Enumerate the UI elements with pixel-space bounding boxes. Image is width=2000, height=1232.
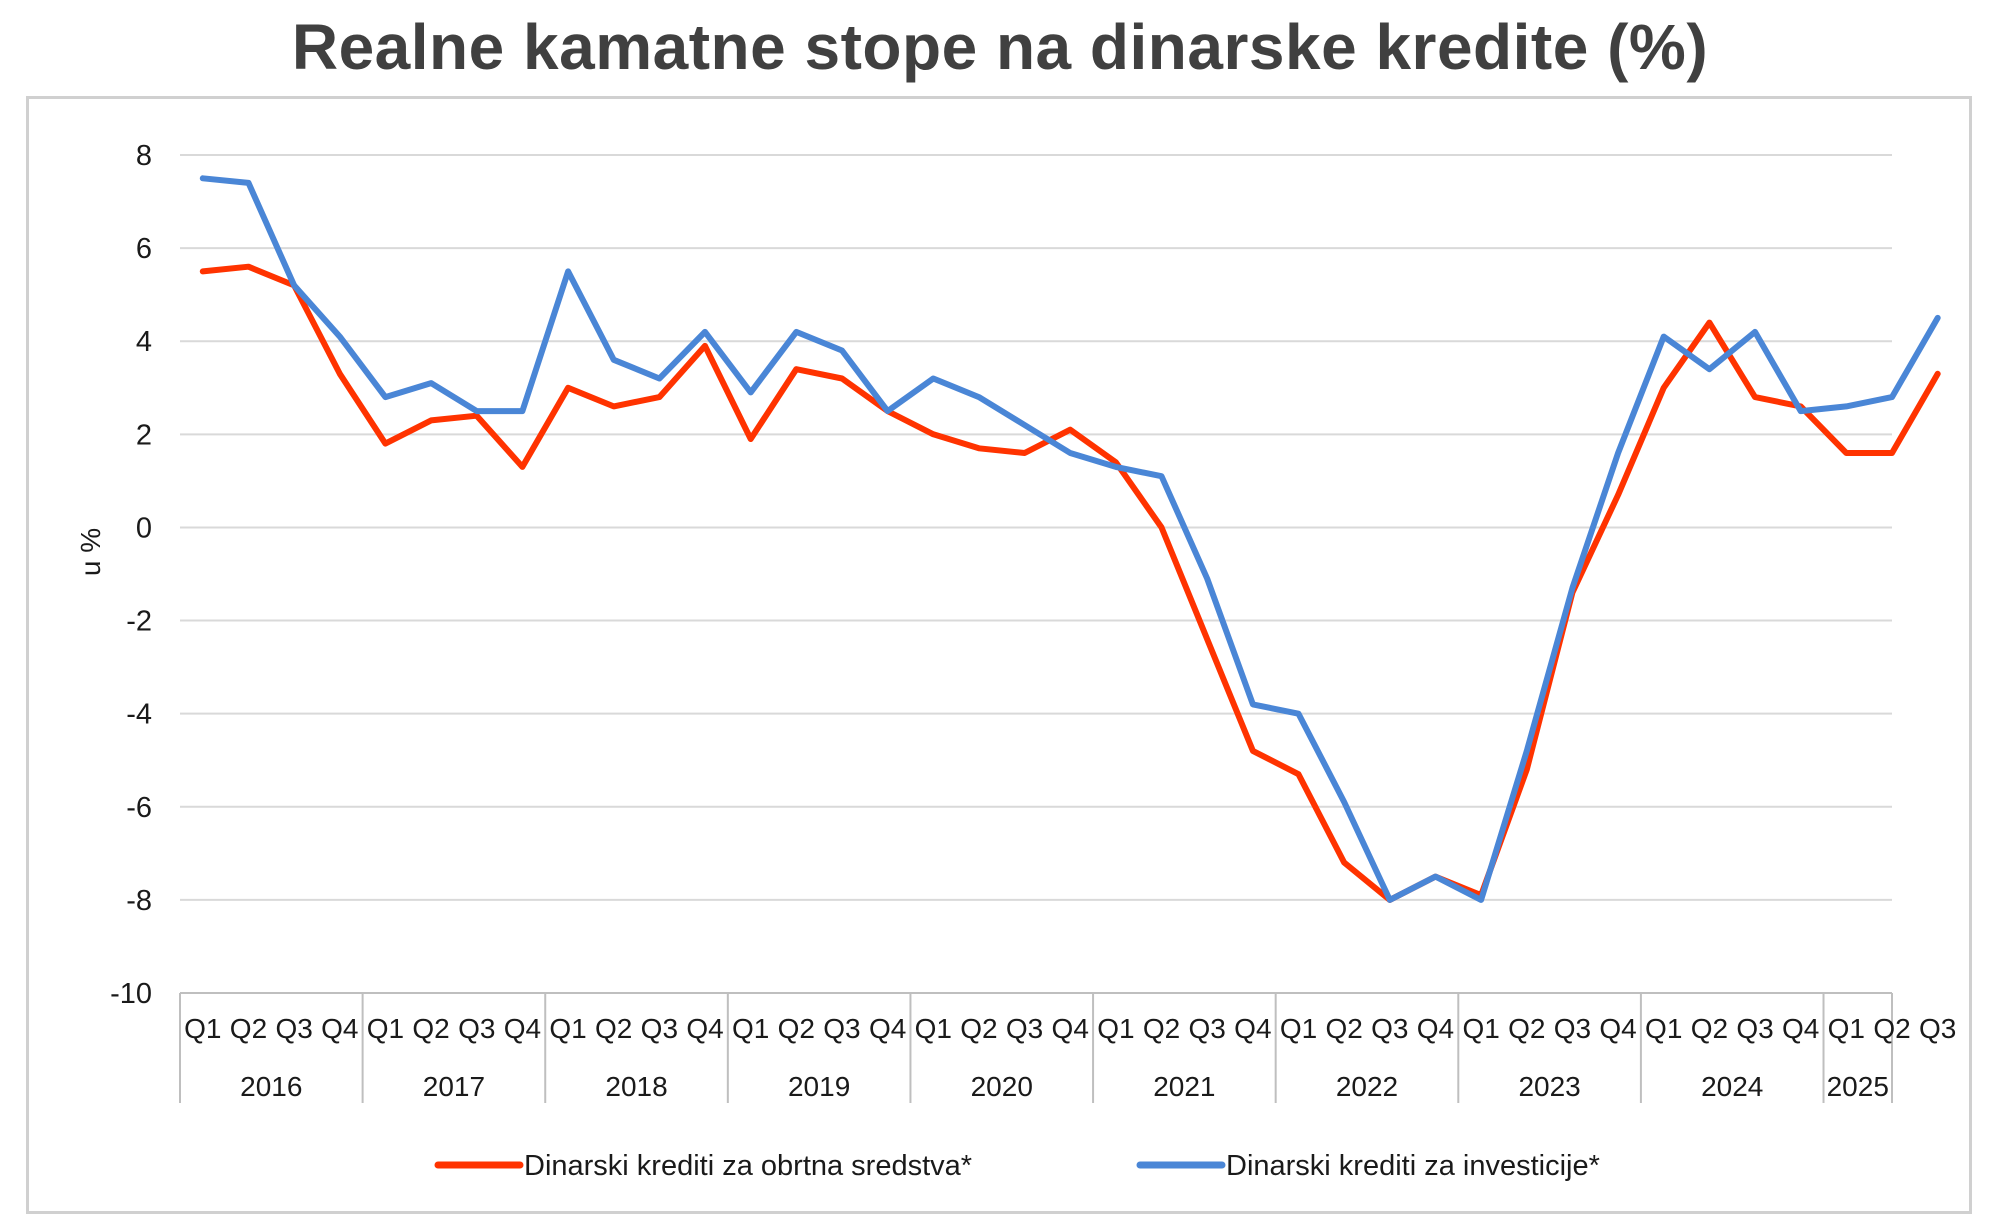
chart-title: Realne kamatne stope na dinarske kredite… [291, 11, 1709, 83]
quarter-label: Q4 [321, 1013, 358, 1044]
quarter-label: Q2 [1143, 1013, 1180, 1044]
y-axis-title: u % [75, 528, 106, 576]
year-label: 2020 [971, 1071, 1033, 1102]
gridlines [180, 154, 1892, 901]
quarter-label: Q2 [960, 1013, 997, 1044]
quarter-label: Q3 [275, 1013, 312, 1044]
series-lines [199, 175, 1941, 903]
quarter-label: Q3 [1554, 1013, 1591, 1044]
axes: 8 6 4 2 0 -2 -4 -6 -8 -10 2016 2017 2018 2019 2020 2021… [75, 140, 1956, 1103]
y-tick-label: 2 [136, 419, 152, 451]
quarter-label: Q1 [732, 1013, 769, 1044]
quarter-label: Q3 [1371, 1013, 1408, 1044]
year-label: 2023 [1518, 1071, 1580, 1102]
quarter-label: Q4 [1052, 1013, 1089, 1044]
y-tick-label: 6 [136, 233, 152, 265]
y-tick-label: -6 [126, 792, 152, 824]
quarter-label: Q2 [1508, 1013, 1545, 1044]
quarter-label: Q1 [549, 1013, 586, 1044]
quarter-label: Q1 [1828, 1013, 1865, 1044]
year-label: 2019 [788, 1071, 850, 1102]
quarter-label: Q2 [595, 1013, 632, 1044]
quarter-label: Q1 [1097, 1013, 1134, 1044]
quarter-label: Q1 [367, 1013, 404, 1044]
quarter-label: Q3 [823, 1013, 860, 1044]
quarter-label: Q1 [915, 1013, 952, 1044]
quarter-label: Q2 [1325, 1013, 1362, 1044]
quarter-label: Q1 [1462, 1013, 1499, 1044]
legend-label: Dinarski krediti za investicije* [1226, 1150, 1600, 1182]
quarter-label: Q3 [458, 1013, 495, 1044]
y-tick-label: -10 [110, 978, 152, 1010]
year-label: 2025 [1827, 1071, 1889, 1102]
y-tick-label: -4 [126, 699, 152, 731]
quarter-label: Q4 [1599, 1013, 1636, 1044]
quarter-label: Q2 [230, 1013, 267, 1044]
y-tick-label: 8 [136, 140, 152, 172]
quarter-label: Q2 [1691, 1013, 1728, 1044]
quarter-label: Q2 [1873, 1013, 1910, 1044]
quarter-label: Q3 [1189, 1013, 1226, 1044]
quarter-label: Q4 [1417, 1013, 1454, 1044]
quarter-label: Q2 [778, 1013, 815, 1044]
quarter-label: Q3 [1919, 1013, 1956, 1044]
quarter-label: Q4 [686, 1013, 723, 1044]
quarter-label: Q3 [641, 1013, 678, 1044]
quarter-label: Q2 [412, 1013, 449, 1044]
series-line-obrtna-sredstva [199, 263, 1941, 903]
quarter-label: Q4 [869, 1013, 906, 1044]
year-label: 2016 [240, 1071, 302, 1102]
year-label: 2024 [1701, 1071, 1763, 1102]
y-tick-label: -2 [126, 606, 152, 638]
quarter-label: Q4 [504, 1013, 541, 1044]
year-label: 2018 [605, 1071, 667, 1102]
year-label: 2021 [1153, 1071, 1215, 1102]
legend-label: Dinarski krediti za obrtna sredstva* [524, 1150, 972, 1182]
quarter-label: Q1 [184, 1013, 221, 1044]
quarter-label: Q4 [1782, 1013, 1819, 1044]
y-tick-label: 4 [136, 326, 152, 358]
series-line-investicije [199, 175, 1941, 903]
year-label: 2017 [423, 1071, 485, 1102]
chart-frame [26, 96, 1972, 1214]
quarter-label: Q3 [1006, 1013, 1043, 1044]
quarter-label: Q1 [1645, 1013, 1682, 1044]
quarter-label: Q4 [1234, 1013, 1271, 1044]
legend: Dinarski krediti za obrtna sredstva* Dina… [434, 1150, 1600, 1182]
year-label: 2022 [1336, 1071, 1398, 1102]
y-tick-label: -8 [126, 885, 152, 917]
quarter-label: Q1 [1280, 1013, 1317, 1044]
y-tick-label: 0 [136, 512, 152, 544]
quarter-label: Q3 [1736, 1013, 1773, 1044]
